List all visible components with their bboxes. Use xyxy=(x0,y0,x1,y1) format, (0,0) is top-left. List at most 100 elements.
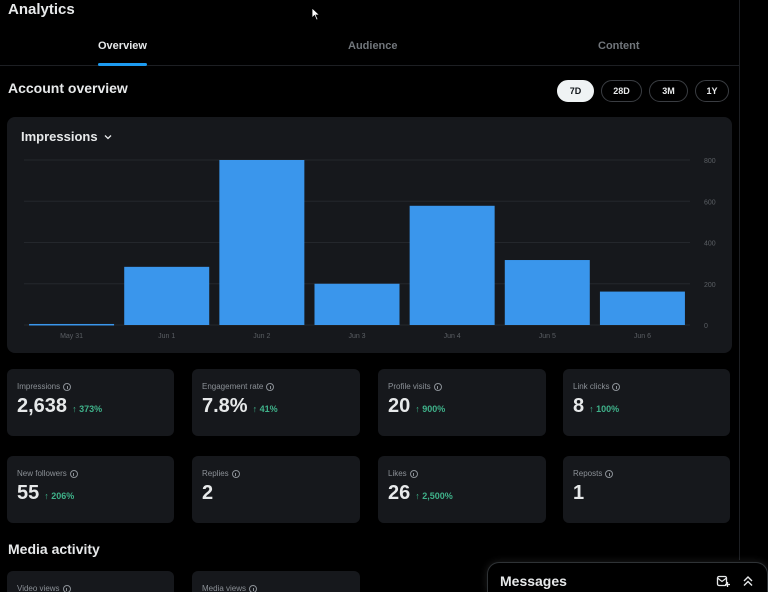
impressions-bar-chart: 0 200 400 600 800 May 31 Jun 1 Jun 2 Jun 3 Jun 4 J… xyxy=(24,158,716,340)
stat-card-likes: Likes 26 ↑ 2,500% xyxy=(378,456,546,523)
info-icon[interactable] xyxy=(612,382,621,391)
bar-jun-1[interactable] xyxy=(124,266,210,325)
stat-change: ↑ 373% xyxy=(72,404,103,414)
bar-jun-3[interactable] xyxy=(314,283,400,325)
info-icon[interactable] xyxy=(62,584,71,592)
stat-number: 20 xyxy=(388,395,411,417)
stat-label: Profile visits xyxy=(388,382,442,391)
arrow-up-icon: ↑ xyxy=(415,491,423,501)
stat-change: ↑ 900% xyxy=(415,404,446,414)
mouse-cursor-icon xyxy=(311,7,321,21)
bar-jun-5[interactable] xyxy=(504,260,590,325)
page-title: Analytics xyxy=(8,1,75,18)
info-icon[interactable] xyxy=(249,584,258,592)
metric-selector-label: Impressions xyxy=(21,129,98,144)
bar-jun-6[interactable] xyxy=(599,291,685,325)
y-tick-label: 200 xyxy=(704,282,716,289)
stat-label: Video views xyxy=(17,584,71,592)
media-card-video-views: Video views xyxy=(7,571,174,592)
stat-number: 26 xyxy=(388,482,411,504)
range-28d-button[interactable]: 28D xyxy=(601,80,642,102)
expand-up-icon[interactable] xyxy=(741,574,755,588)
y-tick-label: 400 xyxy=(704,241,716,248)
stat-card-new-followers: New followers 55 ↑ 206% xyxy=(7,456,174,523)
y-tick-label: 600 xyxy=(704,199,716,206)
stat-label: New followers xyxy=(17,469,78,478)
tab-bar: Overview Audience Content xyxy=(0,34,740,66)
active-tab-indicator xyxy=(98,63,147,66)
stat-card-replies: Replies 2 xyxy=(192,456,360,523)
stat-card-impressions: Impressions 2,638 ↑ 373% xyxy=(7,369,174,436)
stat-change: ↑ 2,500% xyxy=(415,491,453,501)
info-icon[interactable] xyxy=(63,382,72,391)
stat-value: 20 ↑ 900% xyxy=(388,395,445,418)
metric-selector[interactable]: Impressions xyxy=(21,129,112,144)
info-icon[interactable] xyxy=(69,469,78,478)
x-tick-label: Jun 1 xyxy=(158,333,175,340)
account-overview-title: Account overview xyxy=(8,80,128,96)
y-tick-label: 0 xyxy=(704,323,708,330)
info-icon[interactable] xyxy=(409,469,418,478)
x-tick-label: Jun 4 xyxy=(444,333,461,340)
stat-label: Impressions xyxy=(17,382,72,391)
stat-value: 1 xyxy=(573,482,584,505)
bar-jun-2[interactable] xyxy=(219,160,305,325)
x-tick-label: Jun 3 xyxy=(348,333,365,340)
arrow-up-icon: ↑ xyxy=(44,491,52,501)
info-icon[interactable] xyxy=(433,382,442,391)
range-1y-button[interactable]: 1Y xyxy=(695,80,729,102)
arrow-up-icon: ↑ xyxy=(589,404,597,414)
stat-card-engagement-rate: Engagement rate 7.8% ↑ 41% xyxy=(192,369,360,436)
stat-number: 2,638 xyxy=(17,395,68,417)
stat-number: 8 xyxy=(573,395,585,417)
x-tick-label: Jun 5 xyxy=(539,333,556,340)
stat-number: 55 xyxy=(17,482,40,504)
stat-change: ↑ 206% xyxy=(44,491,75,501)
chevron-down-icon xyxy=(104,134,112,139)
column-divider xyxy=(739,0,740,560)
stat-card-profile-visits: Profile visits 20 ↑ 900% xyxy=(378,369,546,436)
stat-card-reposts: Reposts 1 xyxy=(563,456,730,523)
info-icon[interactable] xyxy=(605,469,614,478)
tab-content[interactable]: Content xyxy=(598,40,640,52)
stat-label: Media views xyxy=(202,584,258,592)
y-tick-label: 800 xyxy=(704,158,716,165)
info-icon[interactable] xyxy=(266,382,275,391)
arrow-up-icon: ↑ xyxy=(72,404,80,414)
stat-value: 55 ↑ 206% xyxy=(17,482,74,505)
stat-change: ↑ 41% xyxy=(252,404,278,414)
stat-value: 8 ↑ 100% xyxy=(573,395,619,418)
bar-may-31[interactable] xyxy=(29,323,115,326)
stat-label: Replies xyxy=(202,469,240,478)
stat-number: 7.8% xyxy=(202,395,248,417)
media-card-media-views: Media views xyxy=(192,571,360,592)
x-tick-label: Jun 2 xyxy=(253,333,270,340)
stat-label: Reposts xyxy=(573,469,614,478)
stat-value: 2,638 ↑ 373% xyxy=(17,395,102,418)
stat-number: 1 xyxy=(573,482,585,504)
media-activity-title: Media activity xyxy=(8,541,100,557)
x-tick-label: May 31 xyxy=(60,333,83,340)
impressions-chart-card: Impressions 0 200 400 600 800 May 31 Jun 1 Jun … xyxy=(7,117,732,353)
range-3m-button[interactable]: 3M xyxy=(649,80,688,102)
arrow-up-icon: ↑ xyxy=(415,404,423,414)
stat-value: 7.8% ↑ 41% xyxy=(202,395,278,418)
stat-value: 26 ↑ 2,500% xyxy=(388,482,453,505)
info-icon[interactable] xyxy=(231,469,240,478)
messages-title: Messages xyxy=(500,573,567,589)
stat-change: ↑ 100% xyxy=(589,404,620,414)
range-7d-button[interactable]: 7D xyxy=(557,80,594,102)
arrow-up-icon: ↑ xyxy=(252,404,260,414)
tab-audience[interactable]: Audience xyxy=(348,40,398,52)
messages-drawer[interactable]: Messages xyxy=(487,562,768,592)
stat-label: Engagement rate xyxy=(202,382,275,391)
stat-card-link-clicks: Link clicks 8 ↑ 100% xyxy=(563,369,730,436)
stat-label: Likes xyxy=(388,469,418,478)
tab-overview[interactable]: Overview xyxy=(98,40,147,52)
stat-number: 2 xyxy=(202,482,214,504)
new-message-icon[interactable] xyxy=(716,574,730,588)
x-tick-label: Jun 6 xyxy=(634,333,651,340)
stat-label: Link clicks xyxy=(573,382,621,391)
bar-jun-4[interactable] xyxy=(409,205,495,325)
stat-value: 2 xyxy=(202,482,213,505)
